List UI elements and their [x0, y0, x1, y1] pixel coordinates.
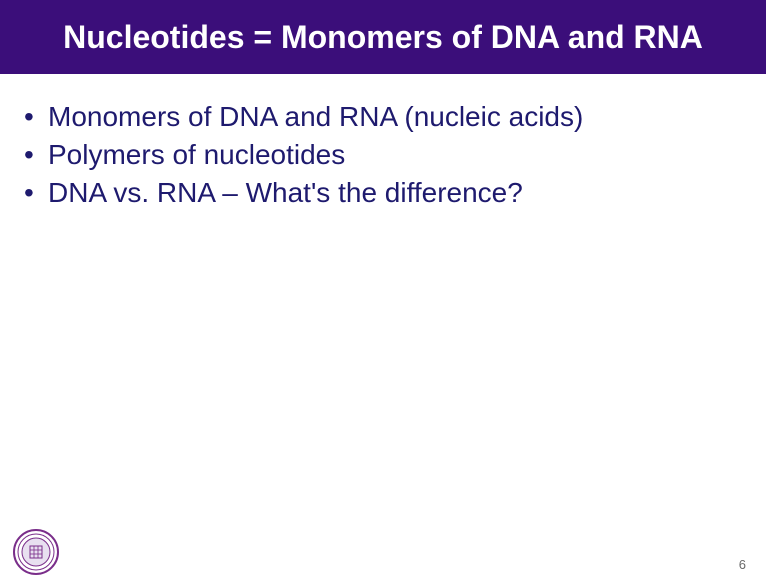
bullet-text: Monomers of DNA and RNA (nucleic acids): [48, 101, 583, 132]
list-item: Polymers of nucleotides: [20, 136, 746, 174]
bullet-list: Monomers of DNA and RNA (nucleic acids) …: [20, 98, 746, 211]
institution-logo-icon: [12, 528, 60, 576]
list-item: DNA vs. RNA – What's the difference?: [20, 174, 746, 212]
page-number: 6: [739, 557, 746, 572]
slide-title: Nucleotides = Monomers of DNA and RNA: [63, 19, 703, 56]
list-item: Monomers of DNA and RNA (nucleic acids): [20, 98, 746, 136]
content-area: Monomers of DNA and RNA (nucleic acids) …: [0, 74, 766, 211]
title-bar: Nucleotides = Monomers of DNA and RNA: [0, 0, 766, 74]
bullet-text: Polymers of nucleotides: [48, 139, 345, 170]
bullet-text: DNA vs. RNA – What's the difference?: [48, 177, 523, 208]
